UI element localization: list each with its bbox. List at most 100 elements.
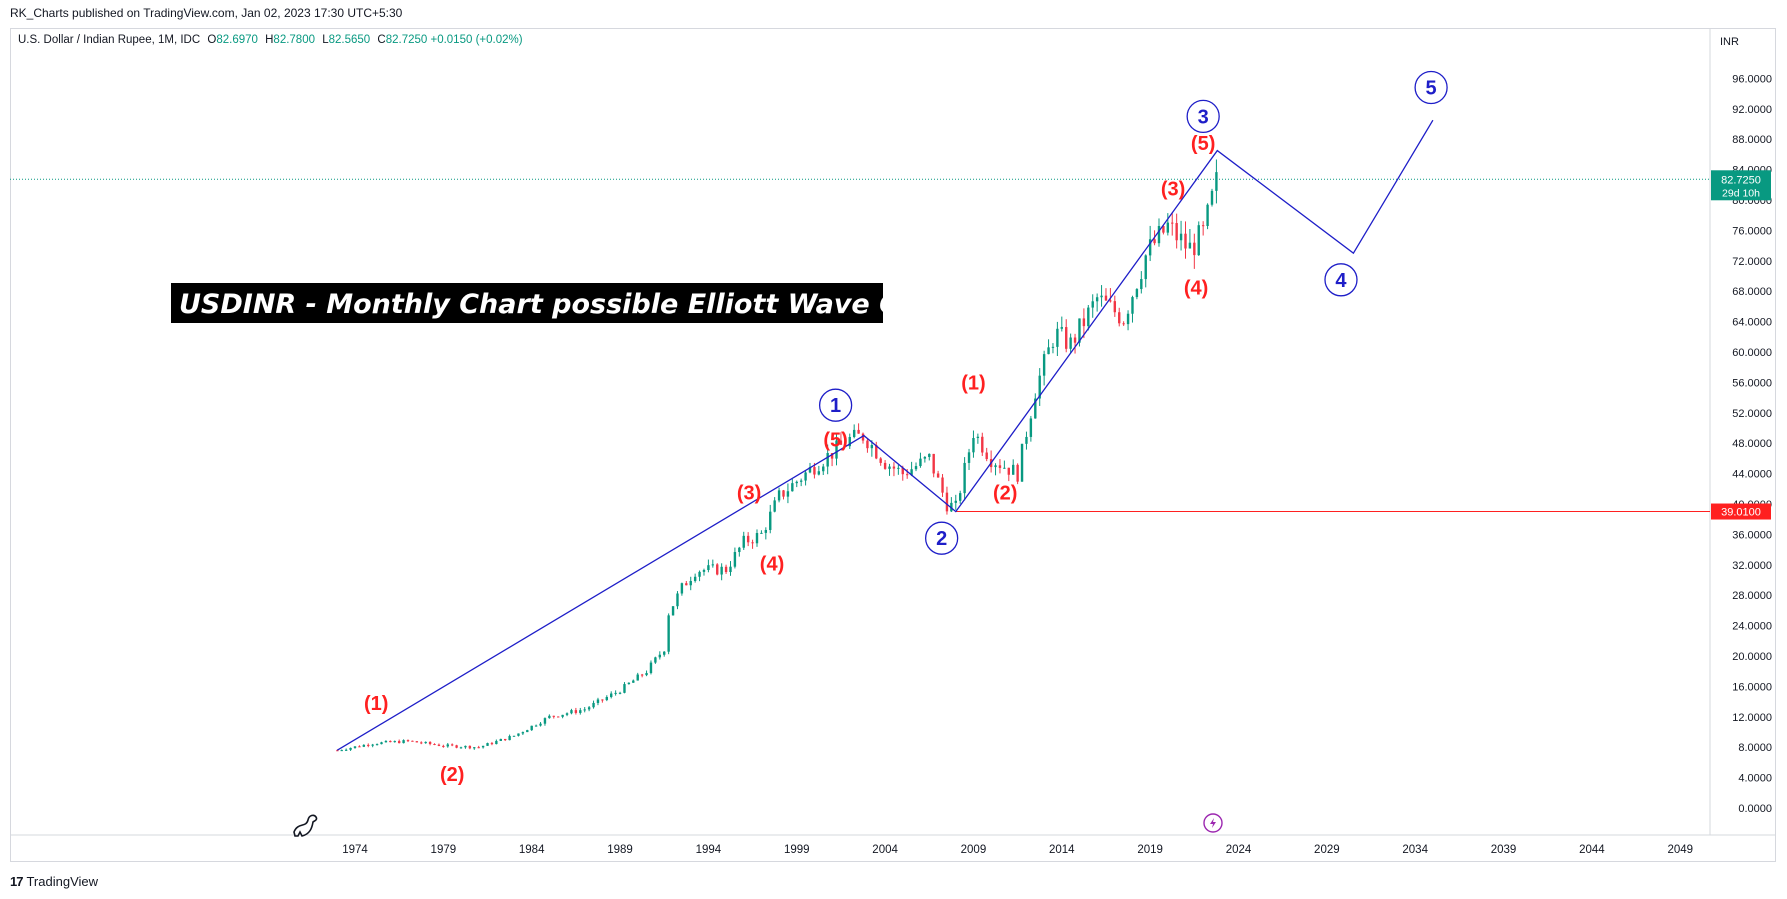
y-tick-label: 4.0000 — [1738, 773, 1772, 785]
y-tick-label: 60.0000 — [1732, 347, 1772, 359]
chart-title-annotation[interactable]: USDINR - Monthly Chart possible Elliott … — [171, 283, 985, 323]
tradingview-footer[interactable]: 17 TradingView — [10, 874, 98, 889]
candle — [521, 732, 525, 734]
x-tick-label: 2024 — [1226, 844, 1252, 856]
minor-wave-label[interactable]: (2) — [993, 483, 1017, 505]
candle — [746, 535, 750, 543]
candle — [455, 745, 458, 748]
candle — [1047, 347, 1050, 355]
primary-wave-label[interactable]: 2 — [924, 521, 959, 555]
candle — [866, 440, 869, 449]
chart-frame — [10, 28, 1776, 862]
candle — [340, 750, 343, 752]
candle — [530, 725, 533, 731]
candle — [1126, 313, 1130, 325]
candle — [1215, 172, 1218, 191]
minor-wave-label[interactable]: (1) — [961, 372, 985, 394]
candle — [813, 467, 816, 475]
candle — [848, 436, 851, 447]
candle — [822, 466, 825, 472]
minor-wave-label[interactable]: (3) — [737, 483, 761, 505]
x-tick-label: 2014 — [1049, 844, 1075, 856]
candle — [508, 736, 511, 741]
candle — [1016, 464, 1019, 482]
change-value: +0.0150 (+0.02%) — [430, 34, 523, 46]
candle — [610, 693, 613, 698]
candle — [557, 716, 560, 718]
candle — [1029, 418, 1033, 437]
close-value: 82.7250 — [385, 34, 428, 46]
current-price-tag — [1711, 170, 1771, 201]
candle — [349, 747, 352, 750]
candle — [1020, 443, 1024, 482]
candle — [415, 741, 419, 743]
candle — [716, 564, 719, 575]
candle — [570, 710, 573, 714]
candle — [1166, 222, 1170, 233]
candle — [777, 490, 781, 501]
minor-wave-label[interactable]: (2) — [440, 764, 464, 786]
minor-wave-label[interactable]: (4) — [1184, 277, 1208, 299]
primary-wave-label[interactable]: 5 — [1414, 70, 1448, 105]
candle — [1065, 327, 1068, 349]
candle — [477, 747, 480, 749]
primary-wave-label[interactable]: 4 — [1324, 263, 1358, 297]
candle — [808, 467, 812, 473]
wave-circle — [818, 388, 853, 422]
y-tick-label: 96.0000 — [1732, 73, 1772, 85]
candle — [618, 692, 622, 694]
x-tick-label: 2034 — [1402, 844, 1428, 856]
candle — [1122, 323, 1125, 325]
candle — [769, 511, 772, 530]
candle — [755, 532, 759, 544]
candle — [1095, 297, 1099, 302]
elliott-wave-line[interactable] — [336, 119, 1434, 751]
y-tick-label: 8.0000 — [1738, 742, 1772, 754]
tradingview-brand: TradingView — [26, 874, 99, 889]
candle — [738, 547, 741, 553]
candle — [1184, 233, 1187, 249]
minor-wave-label[interactable]: (5) — [823, 429, 847, 451]
candle — [786, 491, 790, 497]
y-tick-label: 28.0000 — [1732, 590, 1772, 602]
symbol-legend[interactable]: U.S. Dollar / Indian Rupee, 1M, IDC O82.… — [18, 34, 523, 46]
lightning-event-icon[interactable] — [1203, 813, 1223, 833]
candle — [680, 583, 684, 594]
candle — [623, 684, 626, 693]
candle — [972, 438, 975, 453]
low-value: 82.5650 — [328, 34, 371, 46]
primary-wave-label[interactable]: 3 — [1186, 99, 1220, 134]
candle — [1104, 295, 1108, 301]
candle — [384, 740, 388, 743]
minor-wave-label[interactable]: (5) — [1191, 133, 1215, 155]
wave-number: 5 — [1426, 78, 1437, 100]
primary-wave-label[interactable]: 1 — [818, 388, 853, 422]
minor-wave-label[interactable]: (4) — [760, 553, 784, 575]
x-tick-label: 1979 — [431, 844, 457, 856]
minor-wave-label[interactable]: (3) — [1161, 179, 1185, 201]
candle — [437, 744, 441, 746]
candle — [905, 474, 909, 476]
candle — [380, 742, 383, 745]
candle — [406, 740, 410, 742]
candle — [724, 566, 728, 573]
candle — [976, 436, 980, 439]
x-tick-label: 1989 — [607, 844, 633, 856]
candle — [702, 570, 706, 572]
x-tick-label: 1974 — [342, 844, 368, 856]
candle — [835, 440, 838, 459]
candle — [1210, 190, 1214, 205]
wave-number: 2 — [936, 528, 947, 550]
candle — [883, 462, 887, 469]
minor-wave-label[interactable]: (1) — [364, 693, 388, 715]
candle — [1175, 223, 1178, 241]
candle — [464, 745, 467, 748]
candle — [1034, 398, 1037, 419]
candle — [1131, 297, 1134, 314]
candle — [499, 738, 502, 741]
candle — [994, 465, 997, 468]
candle — [720, 566, 723, 575]
candle — [967, 452, 971, 463]
candle — [870, 444, 874, 449]
